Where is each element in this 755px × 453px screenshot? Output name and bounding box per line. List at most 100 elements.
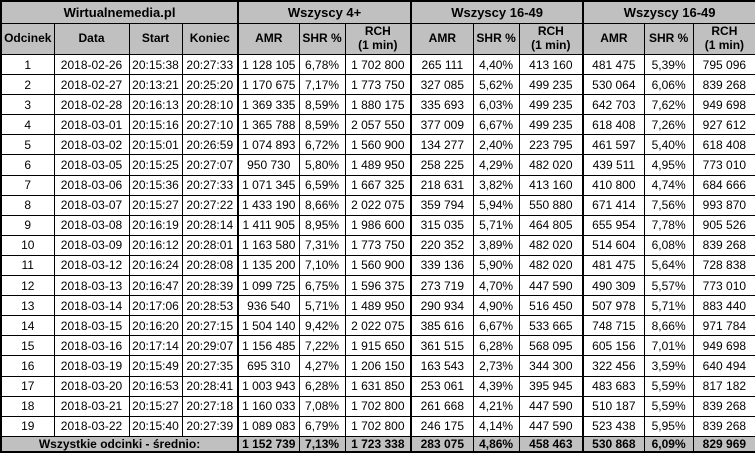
cell-koniec: 20:27:10 [181, 114, 240, 136]
cell-shr-4plus: 7,17% [298, 74, 346, 96]
cell-rch-4plus: 1 489 950 [344, 154, 413, 176]
cell-shr-16-49-b: 5,95% [643, 415, 694, 438]
table-row: 9 2018-03-08 20:16:19 20:28:14 1 411 905 8,95… [0, 214, 755, 236]
cell-shr-4plus: 6,59% [298, 174, 346, 196]
cell-rch-16-49-a: 447 590 [518, 395, 585, 417]
cell-shr-16-49-a: 6,28% [472, 335, 520, 357]
cell-data: 2018-03-09 [53, 234, 130, 256]
group-header-row: Wirtualnemedia.pl Wszyscy 4+ Wszyscy 16-… [0, 0, 755, 24]
cell-rch-16-49-a: 223 795 [518, 134, 585, 156]
cell-start: 20:16:53 [128, 375, 183, 397]
summary-cell-shr-16-49-b: 6,09% [643, 436, 694, 453]
cell-rch-16-49-b: 839 268 [692, 234, 755, 256]
cell-shr-4plus: 5,80% [298, 154, 346, 176]
cell-data: 2018-03-13 [53, 275, 130, 297]
cell-shr-16-49-b: 6,08% [643, 234, 694, 256]
cell-start: 20:15:49 [128, 355, 183, 377]
cell-shr-16-49-a: 2,73% [472, 355, 520, 377]
cell-amr-16-49-b: 642 703 [582, 94, 645, 116]
cell-shr-16-49-b: 7,56% [643, 194, 694, 216]
cell-start: 20:13:21 [128, 74, 183, 96]
table-row: 3 2018-02-28 20:16:13 20:28:10 1 369 335 8,59… [0, 94, 755, 116]
cell-data: 2018-03-12 [53, 254, 130, 277]
cell-shr-16-49-b: 4,95% [643, 154, 694, 176]
group-header-wirtualnemedia: Wirtualnemedia.pl [0, 0, 240, 24]
cell-rch-16-49-a: 533 665 [518, 315, 585, 337]
cell-rch-4plus: 1 773 750 [344, 234, 413, 256]
cell-rch-16-49-b: 773 010 [692, 275, 755, 297]
cell-shr-16-49-a: 6,67% [472, 315, 520, 337]
cell-shr-4plus: 8,59% [298, 94, 346, 116]
cell-koniec: 20:27:33 [181, 53, 240, 76]
cell-shr-16-49-b: 7,78% [643, 214, 694, 236]
cell-amr-16-49-a: 359 794 [410, 194, 474, 216]
cell-rch-16-49-b: 839 268 [692, 74, 755, 96]
cell-data: 2018-03-21 [53, 395, 130, 417]
cell-start: 20:15:01 [128, 134, 183, 156]
cell-start: 20:15:27 [128, 194, 183, 216]
column-header-amr-16-49-a: AMR [410, 23, 474, 55]
cell-odcinek: 8 [0, 194, 55, 216]
cell-rch-16-49-a: 447 590 [518, 415, 585, 438]
cell-amr-16-49-a: 218 631 [410, 174, 474, 196]
cell-shr-4plus: 9,42% [298, 315, 346, 337]
cell-koniec: 20:28:39 [181, 275, 240, 297]
cell-odcinek: 15 [0, 335, 55, 357]
table-footer: Wszystkie odcinki - średnio: 1 152 739 7,… [0, 436, 755, 453]
cell-amr-16-49-a: 265 111 [410, 53, 474, 76]
table-row: 19 2018-03-22 20:15:40 20:27:39 1 089 083 6,7… [0, 415, 755, 438]
cell-rch-4plus: 1 667 325 [344, 174, 413, 196]
cell-shr-16-49-a: 4,29% [472, 154, 520, 176]
cell-rch-16-49-a: 447 590 [518, 275, 585, 297]
cell-rch-4plus: 1 560 900 [344, 254, 413, 277]
cell-rch-16-49-a: 499 235 [518, 114, 585, 136]
cell-start: 20:17:14 [128, 335, 183, 357]
cell-koniec: 20:28:53 [181, 295, 240, 317]
table-row: 16 2018-03-19 20:15:49 20:27:35 695 310 4,27%… [0, 355, 755, 377]
cell-rch-16-49-b: 640 494 [692, 355, 755, 377]
cell-shr-16-49-b: 4,74% [643, 174, 694, 196]
cell-shr-16-49-b: 3,59% [643, 355, 694, 377]
cell-odcinek: 13 [0, 295, 55, 317]
summary-cell-rch-4plus: 1 723 338 [344, 436, 413, 453]
cell-data: 2018-03-06 [53, 174, 130, 196]
cell-amr-16-49-b: 655 954 [582, 214, 645, 236]
cell-rch-16-49-a: 413 160 [518, 174, 585, 196]
summary-cell-rch-16-49-a: 458 463 [518, 436, 585, 453]
summary-cell-amr-4plus: 1 152 739 [237, 436, 300, 453]
cell-amr-4plus: 695 310 [237, 355, 300, 377]
cell-rch-16-49-a: 413 160 [518, 53, 585, 76]
cell-shr-16-49-b: 5,64% [643, 254, 694, 277]
table-row: 10 2018-03-09 20:16:12 20:28:01 1 163 580 7,3… [0, 234, 755, 256]
cell-rch-16-49-a: 516 450 [518, 295, 585, 317]
cell-shr-16-49-a: 4,90% [472, 295, 520, 317]
cell-start: 20:16:47 [128, 275, 183, 297]
group-header-wszyscy-16-49-b: Wszyscy 16-49 [582, 0, 755, 24]
cell-amr-16-49-a: 327 085 [410, 74, 474, 96]
cell-shr-4plus: 4,27% [298, 355, 346, 377]
column-header-row: Odcinek Data Start Koniec AMR SHR % RCH (1 min… [0, 23, 755, 55]
cell-shr-16-49-b: 7,26% [643, 114, 694, 136]
cell-amr-16-49-a: 361 515 [410, 335, 474, 357]
cell-amr-4plus: 1 170 675 [237, 74, 300, 96]
cell-data: 2018-03-02 [53, 134, 130, 156]
cell-amr-16-49-b: 410 800 [582, 174, 645, 196]
column-header-rch-16-49-a: RCH (1 min) [518, 23, 585, 55]
cell-shr-16-49-a: 6,67% [472, 114, 520, 136]
cell-shr-16-49-b: 6,06% [643, 74, 694, 96]
cell-rch-4plus: 1 702 800 [344, 415, 413, 438]
cell-data: 2018-03-22 [53, 415, 130, 438]
table-row: 15 2018-03-16 20:17:14 20:29:07 1 156 485 7,2… [0, 335, 755, 357]
cell-rch-4plus: 1 596 375 [344, 275, 413, 297]
cell-amr-16-49-b: 510 187 [582, 395, 645, 417]
cell-koniec: 20:27:18 [181, 395, 240, 417]
cell-odcinek: 19 [0, 415, 55, 438]
cell-rch-16-49-b: 817 182 [692, 375, 755, 397]
cell-shr-16-49-a: 5,94% [472, 194, 520, 216]
cell-amr-4plus: 936 540 [237, 295, 300, 317]
cell-amr-16-49-b: 671 414 [582, 194, 645, 216]
cell-rch-16-49-b: 993 870 [692, 194, 755, 216]
cell-odcinek: 1 [0, 53, 55, 76]
cell-shr-16-49-a: 3,89% [472, 234, 520, 256]
table-row: 7 2018-03-06 20:15:36 20:27:33 1 071 345 6,59… [0, 174, 755, 196]
